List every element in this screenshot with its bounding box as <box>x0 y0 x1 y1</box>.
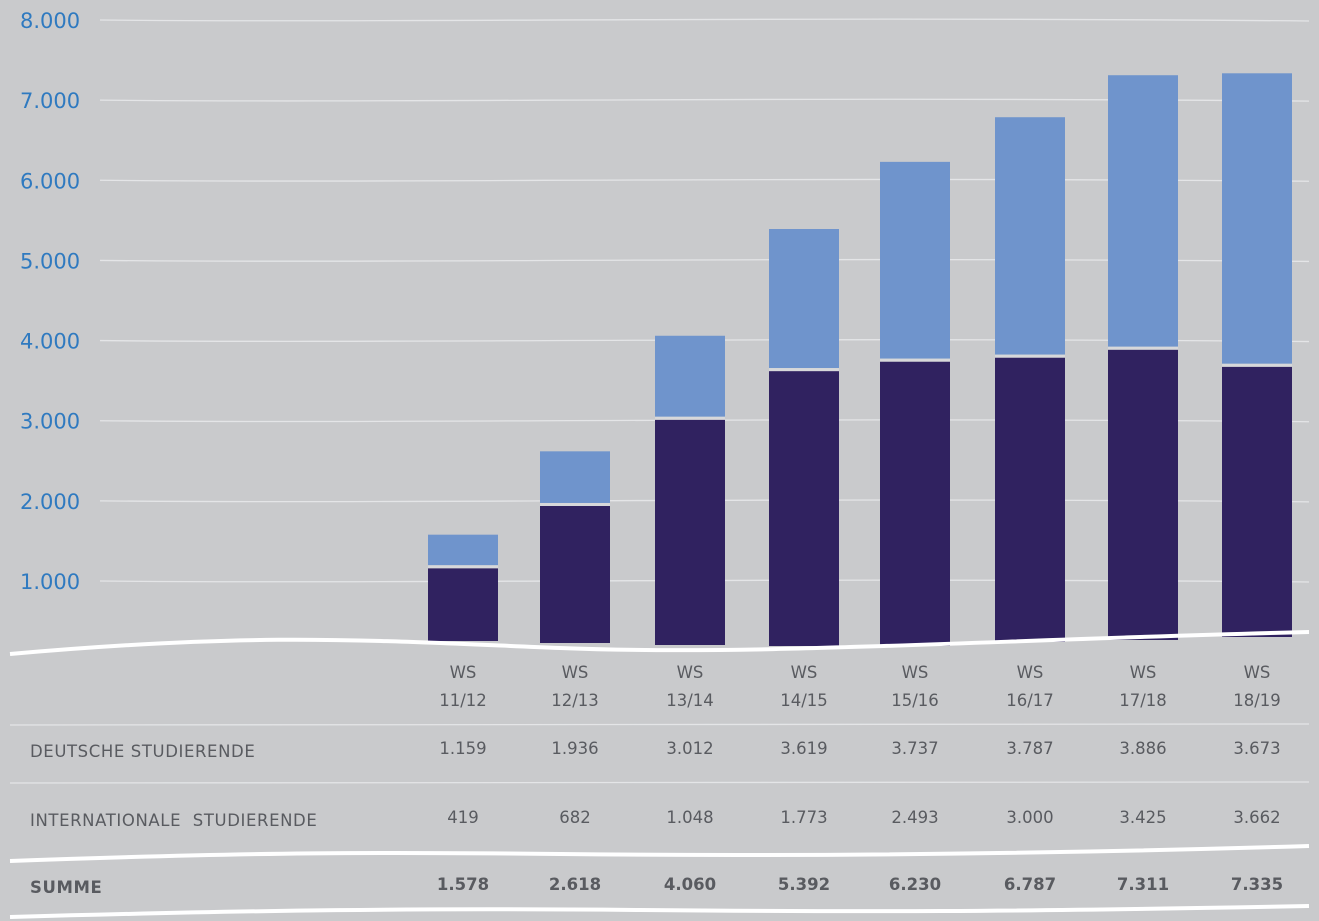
bar-international <box>428 534 498 566</box>
y-tick-label: 2.000 <box>20 490 80 514</box>
bar-deutsche <box>540 505 610 643</box>
table-cell: 2.618 <box>549 875 601 894</box>
table-cell: 6.230 <box>889 875 941 894</box>
table-cell: 7.335 <box>1231 875 1283 894</box>
y-tick-label: 7.000 <box>20 89 80 113</box>
table-cell: 3.012 <box>666 739 713 758</box>
table-separator-top <box>9 630 1310 656</box>
bar-deutsche <box>769 371 839 646</box>
x-category-label: 18/19 <box>1233 691 1281 710</box>
table-row-label: DEUTSCHE STUDIERENDE <box>30 742 255 761</box>
table-cell: 3.619 <box>780 739 827 758</box>
bar-divider <box>769 368 839 372</box>
bar-international <box>995 117 1065 355</box>
table-separator-bottom <box>9 904 1310 919</box>
table-cell: 682 <box>559 808 591 827</box>
table-row-label: INTERNATIONALE STUDIERENDE <box>30 811 317 830</box>
bar-international <box>880 161 950 359</box>
gridlines <box>99 18 1310 583</box>
x-category-label: WS <box>1017 663 1044 682</box>
x-category-label: 14/15 <box>780 691 828 710</box>
bar-divider <box>428 565 498 569</box>
table-cell: 1.578 <box>437 875 489 894</box>
bar-divider <box>540 502 610 506</box>
bar-deutsche <box>1108 349 1178 640</box>
table-cell: 1.048 <box>666 808 713 827</box>
gridline <box>99 579 1310 583</box>
bar-deutsche <box>1222 366 1292 637</box>
x-category-label: 11/12 <box>439 691 487 710</box>
bar-deutsche <box>995 357 1065 642</box>
bar-international <box>769 229 839 369</box>
bar-deutsche <box>428 568 498 641</box>
bar-divider <box>1108 346 1178 350</box>
table-cell: 2.493 <box>891 808 938 827</box>
bar-divider <box>995 354 1065 358</box>
gridline <box>99 499 1310 503</box>
table-row-line <box>9 781 1310 784</box>
x-category-label: 15/16 <box>891 691 939 710</box>
table-cell: 3.000 <box>1006 808 1053 827</box>
x-category-label: WS <box>791 663 818 682</box>
y-tick-label: 5.000 <box>20 249 80 273</box>
bar-international <box>540 451 610 503</box>
x-category-label: WS <box>1244 663 1271 682</box>
x-category-label: 13/14 <box>666 691 714 710</box>
bars <box>428 73 1292 646</box>
y-axis-ticks: 1.000 2.000 3.000 4.000 5.000 6.000 7.000 8.000 <box>20 9 80 594</box>
x-category-label: WS <box>902 663 929 682</box>
table-cell: 6.787 <box>1004 875 1056 894</box>
table-cell: 7.311 <box>1117 875 1169 894</box>
table-cell: 1.936 <box>551 739 598 758</box>
bar-divider <box>880 358 950 362</box>
gridline <box>99 419 1310 423</box>
bar-divider <box>1222 363 1292 367</box>
y-tick-label: 3.000 <box>20 410 80 434</box>
x-category-label: 12/13 <box>551 691 599 710</box>
table-cell: 3.673 <box>1233 739 1280 758</box>
bar-deutsche <box>880 361 950 646</box>
x-category-label: WS <box>1130 663 1157 682</box>
table-cell: 4.060 <box>664 875 716 894</box>
data-table: WS 11/12 WS 12/13 WS 13/14 WS 14/15 WS 15/16 WS 16/… <box>9 630 1310 919</box>
table-row-label: SUMME <box>30 878 102 897</box>
bar-divider <box>655 416 725 420</box>
y-tick-label: 1.000 <box>20 570 80 594</box>
table-cell: 3.886 <box>1119 739 1166 758</box>
table-cell: 5.392 <box>778 875 830 894</box>
y-tick-label: 4.000 <box>20 330 80 354</box>
table-cell: 3.662 <box>1233 808 1280 827</box>
gridline <box>99 98 1310 102</box>
table-cell: 3.737 <box>891 739 938 758</box>
bar-international <box>1222 73 1292 364</box>
bar-deutsche <box>655 419 725 645</box>
gridline <box>99 258 1310 263</box>
table-cell: 1.773 <box>780 808 827 827</box>
gridline <box>99 178 1310 182</box>
gridline <box>99 339 1310 343</box>
y-tick-label: 6.000 <box>20 169 80 193</box>
x-category-label: WS <box>562 663 589 682</box>
x-category-label: 16/17 <box>1006 691 1054 710</box>
gridline <box>99 18 1310 22</box>
table-cell: 419 <box>447 808 479 827</box>
x-category-label: 17/18 <box>1119 691 1167 710</box>
bar-international <box>655 335 725 417</box>
table-row-line <box>9 723 1310 726</box>
table-cell: 3.425 <box>1119 808 1166 827</box>
table-cell: 3.787 <box>1006 739 1053 758</box>
bar-international <box>1108 75 1178 347</box>
x-category-label: WS <box>450 663 477 682</box>
y-tick-label: 8.000 <box>20 9 80 33</box>
table-cell: 1.159 <box>439 739 486 758</box>
table-separator-sum <box>9 844 1310 863</box>
x-category-label: WS <box>677 663 704 682</box>
